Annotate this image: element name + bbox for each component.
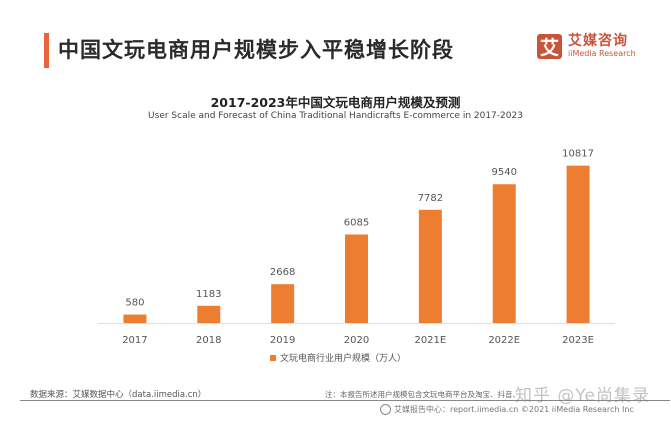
- data-label-2022E: 9540: [491, 167, 516, 178]
- page-title: 中国文玩电商用户规模步入平稳增长阶段: [58, 38, 454, 62]
- x-tick-label-2018: 2018: [196, 335, 221, 346]
- legend-label: 文玩电商行业用户规模（万人）: [280, 354, 407, 364]
- x-tick-label-2019: 2019: [270, 335, 295, 346]
- x-tick-label-2022E: 2022E: [488, 335, 520, 346]
- title-accent-bar: [44, 33, 49, 68]
- bar-2017: [123, 314, 147, 323]
- x-tick-label-2021E: 2021E: [414, 335, 446, 346]
- bar-2019: [271, 284, 295, 323]
- x-tick-label-2020: 2020: [344, 335, 369, 346]
- globe-icon: [380, 404, 391, 415]
- brand-logo: 艾 艾媒咨询 iiMedia Research: [537, 34, 636, 59]
- data-source: 数据来源：艾媒数据中心（data.iimedia.cn）: [30, 390, 207, 400]
- bar-2021E: [418, 209, 442, 323]
- data-label-2019: 2668: [270, 267, 295, 278]
- data-label-2023E: 10817: [562, 149, 594, 160]
- bar-2022E: [492, 184, 516, 323]
- footnote: 注：本报告所述用户规模包含文玩电商平台及淘宝、抖音、: [325, 390, 520, 399]
- logo-mark-icon: 艾: [537, 34, 562, 59]
- chart-legend: 文玩电商行业用户规模（万人）: [270, 351, 406, 364]
- report-center: 艾媒报告中心：report.iimedia.cn ©2021 iiMedia R…: [380, 404, 634, 415]
- bar-2018: [197, 305, 221, 323]
- logo-name-cn: 艾媒咨询: [568, 33, 628, 49]
- bar-2020: [345, 234, 368, 323]
- data-label-2017: 580: [125, 298, 144, 309]
- watermark: 知乎 @Ye尚集录: [515, 386, 650, 406]
- data-label-2020: 6085: [344, 217, 369, 228]
- logo-name-en: iiMedia Research: [568, 49, 636, 58]
- x-tick-label-2017: 2017: [122, 335, 147, 346]
- report-center-text: 艾媒报告中心：report.iimedia.cn ©2021 iiMedia R…: [394, 405, 634, 414]
- x-tick-label-2023E: 2023E: [562, 335, 594, 346]
- footer-divider: [20, 400, 670, 401]
- chart-title: 2017-2023年中国文玩电商用户规模及预测: [210, 95, 461, 110]
- legend-swatch: [270, 354, 276, 361]
- data-label-2021E: 7782: [418, 193, 443, 204]
- chart-subtitle: User Scale and Forecast of China Traditi…: [148, 111, 523, 121]
- data-label-2018: 1183: [196, 289, 221, 300]
- bar-2023E: [566, 165, 590, 323]
